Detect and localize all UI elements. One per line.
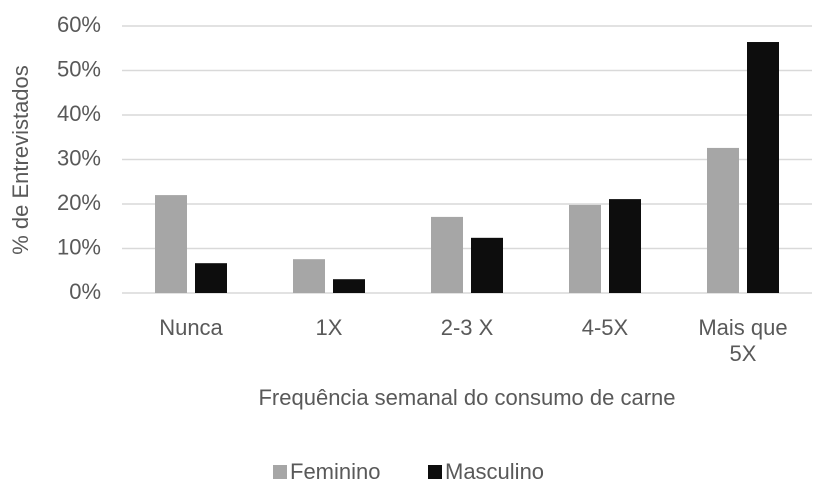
x-tick-label: Mais que 5X — [698, 315, 788, 366]
x-axis-title: Frequência semanal do consumo de carne — [258, 385, 675, 410]
y-tick-label: 50% — [57, 56, 101, 81]
x-tick-label: 2-3 X — [440, 315, 494, 340]
bar — [609, 199, 641, 293]
y-tick-label: 40% — [57, 101, 101, 126]
bar — [707, 147, 739, 293]
x-tick-label: Nunca — [159, 315, 223, 340]
bar — [195, 263, 227, 293]
bar — [569, 204, 601, 293]
legend-swatch — [428, 465, 442, 479]
y-tick-label: 20% — [57, 190, 101, 215]
bar — [293, 259, 325, 293]
bar — [333, 279, 365, 293]
legend-label: Masculino — [445, 459, 544, 484]
bar — [747, 42, 779, 293]
legend-swatch — [273, 465, 287, 479]
legend-label: Feminino — [290, 459, 380, 484]
bar — [431, 216, 463, 293]
y-tick-label: 10% — [57, 234, 101, 259]
y-tick-label: 30% — [57, 145, 101, 170]
y-tick-label: 0% — [69, 279, 101, 304]
x-tick-label: 4-5X — [581, 315, 629, 340]
y-tick-label: 60% — [57, 12, 101, 37]
y-axis-title: % de Entrevistados — [8, 65, 33, 255]
x-tick-label: 1X — [315, 315, 343, 340]
bar — [155, 195, 187, 293]
bar — [471, 237, 503, 293]
